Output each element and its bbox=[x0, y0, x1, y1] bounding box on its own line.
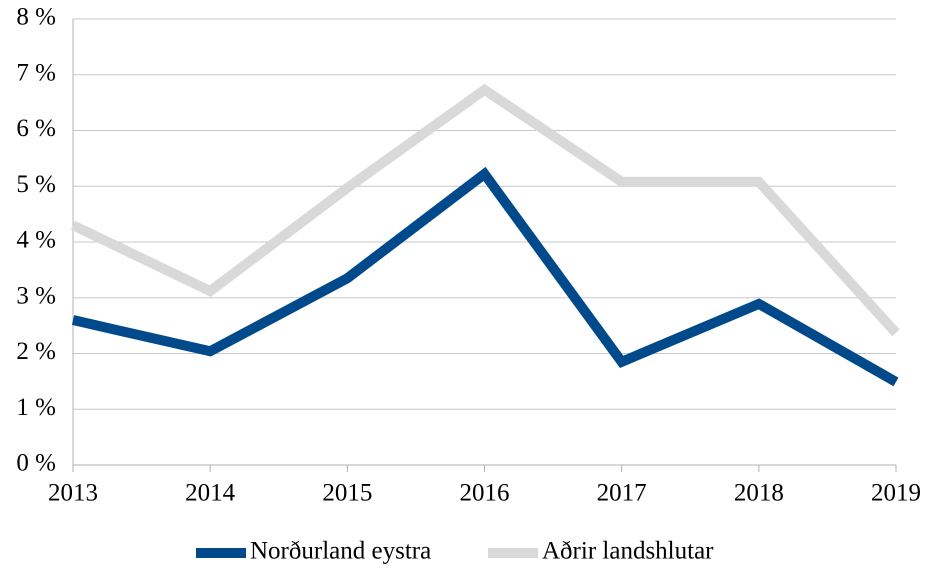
y-tick-label: 5 % bbox=[16, 171, 56, 198]
x-tick-label: 2018 bbox=[734, 480, 784, 507]
y-tick-label: 7 % bbox=[16, 59, 56, 86]
series-line bbox=[70, 83, 900, 337]
y-tick-label: 6 % bbox=[16, 115, 56, 142]
legend-label: Norðurland eystra bbox=[250, 538, 431, 565]
y-tick-label: 1 % bbox=[16, 394, 56, 421]
x-tick-label: 2013 bbox=[48, 480, 98, 507]
y-tick-label: 8 % bbox=[16, 4, 56, 31]
x-tick-label: 2019 bbox=[871, 480, 921, 507]
x-tick-label: 2014 bbox=[185, 480, 236, 507]
y-tick-label: 0 % bbox=[16, 450, 56, 477]
x-tick-label: 2016 bbox=[460, 480, 510, 507]
x-tick-label: 2015 bbox=[322, 480, 372, 507]
y-tick-label: 4 % bbox=[16, 227, 56, 254]
x-tick-label: 2017 bbox=[597, 480, 647, 507]
legend-label: Aðrir landshlutar bbox=[542, 538, 714, 565]
y-tick-label: 3 % bbox=[16, 282, 56, 309]
y-tick-label: 2 % bbox=[16, 338, 56, 365]
series-line bbox=[71, 166, 899, 387]
